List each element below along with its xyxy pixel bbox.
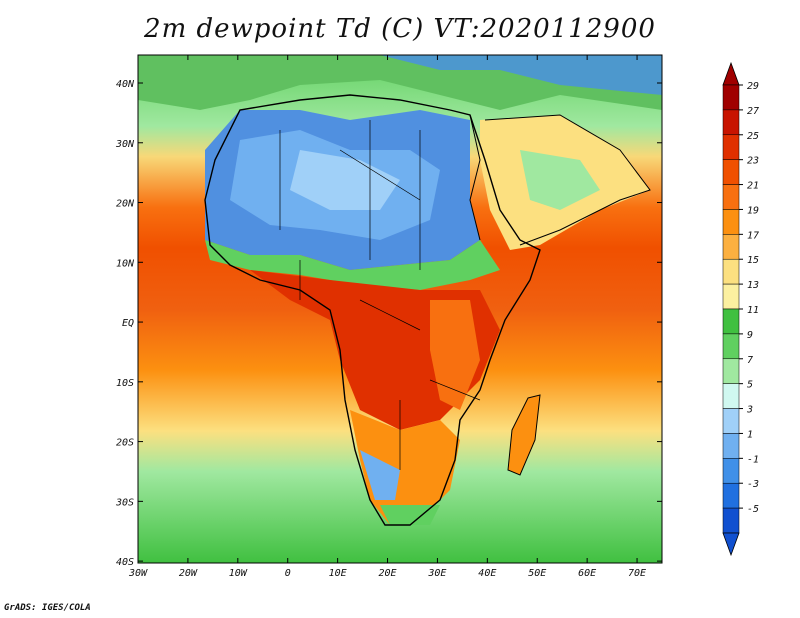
x-axis: 30W 20W 10W 0 10E 20E 30E 40E 50E 60E 70E — [128, 55, 646, 579]
credit-label: GrADS: IGES/COLA — [4, 603, 91, 613]
colorbar-label: -5 — [747, 504, 759, 515]
colorbar-label: 9 — [747, 330, 753, 341]
colorbar-swatch — [722, 458, 740, 484]
colorbar-label: 11 — [747, 305, 759, 316]
y-tick-label: 20S — [116, 438, 134, 449]
map-plot-area — [138, 55, 662, 563]
y-tick-label: 10S — [116, 378, 134, 389]
colorbar-swatch — [722, 482, 740, 509]
colorbar-label: 29 — [747, 81, 759, 92]
colorbar-swatch — [722, 234, 740, 260]
x-tick-label: 70E — [628, 568, 646, 579]
y-tick-label: 40N — [116, 79, 135, 90]
colorbar-label: 19 — [747, 205, 759, 216]
x-tick-label: 20W — [179, 568, 198, 579]
colorbar: 29 27 25 23 21 19 17 15 13 11 9 7 5 3 1 -1 -3 -5 — [722, 61, 759, 557]
colorbar-swatch — [722, 358, 740, 384]
x-tick-label: 40E — [478, 568, 496, 579]
colorbar-swatch — [722, 308, 740, 335]
x-tick-label: 60E — [578, 568, 596, 579]
colorbar-swatch — [722, 433, 740, 459]
colorbar-swatch — [722, 383, 740, 409]
colorbar-swatch — [722, 184, 740, 210]
colorbar-label: 15 — [747, 255, 759, 266]
x-tick-label: 30E — [427, 568, 446, 579]
x-tick-label: 0 — [285, 568, 291, 579]
y-tick-label: 30N — [115, 139, 135, 150]
colorbar-swatch — [722, 159, 740, 185]
y-tick-label: 30S — [115, 497, 134, 508]
colorbar-label: 27 — [747, 106, 759, 117]
colorbar-label: 13 — [747, 280, 759, 291]
x-tick-label: 10W — [229, 568, 248, 579]
colorbar-swatch — [722, 209, 740, 235]
y-tick-label: 20N — [116, 199, 135, 210]
map-title: 2m dewpoint Td (C) VT:2020112900 — [144, 14, 656, 44]
x-tick-label: 10E — [329, 568, 347, 579]
y-axis: 40N 30N 20N 10N EQ 10S 20S 30S 40S — [115, 79, 662, 568]
y-tick-label: 10N — [116, 258, 135, 269]
colorbar-label: 5 — [747, 380, 753, 391]
madagascar-region — [507, 394, 541, 476]
x-tick-label: 30W — [128, 568, 148, 579]
colorbar-swatch — [722, 507, 740, 534]
colorbar-label: -3 — [747, 479, 759, 490]
plot-frame — [137, 54, 663, 564]
colorbar-label: 1 — [747, 429, 753, 440]
colorbar-swatch — [722, 84, 740, 111]
colorbar-label: 21 — [747, 181, 759, 192]
colorbar-bottom-arrow — [722, 532, 740, 557]
x-tick-label: 20E — [378, 568, 396, 579]
colorbar-swatch — [722, 333, 740, 360]
y-tick-label: 40S — [116, 557, 134, 568]
colorbar-label: 25 — [747, 131, 759, 142]
colorbar-swatch — [722, 134, 740, 160]
colorbar-top-arrow — [722, 61, 740, 86]
y-tick-label: EQ — [122, 318, 134, 329]
x-tick-label: 50E — [528, 568, 546, 579]
colorbar-swatch — [722, 109, 740, 136]
colorbar-label: 17 — [747, 230, 759, 241]
colorbar-label: -1 — [747, 454, 759, 465]
colorbar-swatch — [722, 408, 740, 434]
colorbar-swatch — [722, 258, 740, 285]
colorbar-label: 3 — [746, 405, 753, 416]
colorbar-swatch — [722, 283, 740, 310]
colorbar-label: 23 — [747, 156, 759, 167]
colorbar-label: 7 — [747, 355, 753, 366]
